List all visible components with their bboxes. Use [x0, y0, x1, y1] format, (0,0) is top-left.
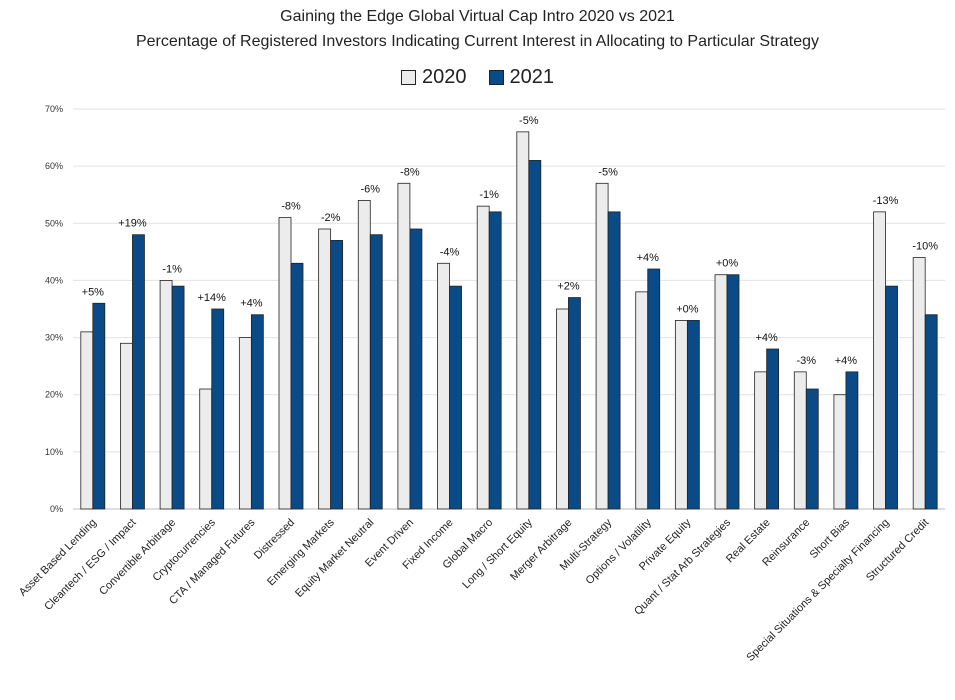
bar-2021 — [924, 314, 938, 510]
delta-label: -8% — [400, 166, 420, 178]
delta-label: +19% — [118, 218, 147, 230]
bar-2021 — [330, 240, 344, 510]
delta-label: +2% — [557, 281, 580, 293]
bar-2020 — [120, 342, 133, 510]
bar-2020 — [833, 394, 847, 510]
y-tick-label: 0% — [50, 504, 63, 514]
bar-2021 — [845, 371, 859, 510]
y-tick-label: 10% — [45, 447, 63, 457]
delta-label: +5% — [82, 286, 105, 298]
bar-2021 — [409, 228, 423, 510]
legend-label-2021: 2021 — [509, 66, 555, 88]
bar-2020 — [476, 205, 490, 510]
y-tick-label: 40% — [45, 275, 63, 285]
bar-2021 — [290, 262, 304, 510]
delta-label: -3% — [796, 355, 816, 367]
bar-2021 — [171, 285, 185, 510]
delta-label: +4% — [637, 252, 660, 264]
bar-2021 — [211, 308, 225, 510]
delta-label: +4% — [240, 298, 263, 310]
delta-label: -6% — [360, 183, 380, 195]
y-tick-label: 60% — [45, 161, 63, 171]
bar-2020 — [635, 291, 649, 510]
legend-item-2021: 2021 — [488, 66, 555, 89]
bar-2020 — [238, 337, 252, 510]
legend-swatch-2021 — [488, 70, 504, 85]
legend-label-2020: 2020 — [422, 66, 467, 88]
bar-2020 — [159, 280, 173, 510]
bar-2021 — [568, 297, 581, 510]
bar-2020 — [278, 217, 292, 510]
bar-2020 — [357, 200, 371, 510]
delta-label: -5% — [598, 166, 618, 178]
delta-label: +14% — [198, 292, 227, 304]
x-tick-label: Convertible Arbitrage — [97, 517, 178, 598]
x-tick-label: Special Situations & Specialty Financing — [744, 517, 891, 664]
bar-2021 — [686, 320, 700, 510]
x-tick-label: Emerging Markets — [265, 516, 337, 588]
bar-2021 — [528, 160, 542, 510]
x-tick-label: Asset Based Lending — [17, 517, 99, 599]
delta-label: -10% — [912, 241, 938, 253]
bar-2020 — [80, 331, 94, 510]
bar-2020 — [754, 371, 768, 510]
y-tick-label: 20% — [45, 390, 63, 400]
bar-2021 — [885, 285, 898, 510]
chart-subtitle: Percentage of Registered Investors Indic… — [135, 33, 820, 50]
delta-label: -8% — [281, 201, 301, 213]
bar-2021 — [488, 211, 502, 510]
legend: 2020 2021 — [0, 66, 955, 89]
delta-label: -1% — [162, 263, 182, 275]
bar-2020 — [199, 388, 213, 510]
x-tick-label: Long / Short Equity — [460, 516, 535, 591]
bar-2021 — [726, 274, 740, 510]
y-tick-label: 70% — [45, 104, 63, 114]
delta-label: -4% — [440, 246, 460, 258]
bar-2020 — [714, 274, 728, 510]
bar-2020 — [318, 228, 332, 510]
bar-2021 — [647, 268, 661, 510]
delta-label: -5% — [519, 115, 539, 127]
delta-label: -13% — [873, 195, 899, 207]
bar-2020 — [873, 211, 886, 510]
delta-label: +0% — [676, 303, 699, 315]
chart-title: Gaining the Edge Global Virtual Cap Intr… — [280, 8, 675, 25]
x-tick-label: Equity Market Neutral — [293, 517, 376, 600]
bar-2020 — [516, 131, 530, 510]
bar-2021 — [92, 302, 106, 510]
legend-swatch-2020 — [401, 70, 416, 85]
y-tick-label: 30% — [45, 333, 63, 343]
legend-item-2020: 2020 — [401, 66, 467, 89]
delta-label: +0% — [716, 258, 739, 270]
bar-2020 — [793, 371, 807, 510]
delta-label: +4% — [835, 355, 858, 367]
y-tick-label: 50% — [45, 218, 63, 228]
bar-2021 — [132, 234, 145, 510]
bar-2020 — [912, 257, 926, 510]
delta-label: -2% — [321, 212, 341, 224]
bar-2021 — [607, 211, 621, 510]
bar-2020 — [556, 308, 569, 510]
bar-2020 — [674, 320, 688, 510]
bar-2021 — [766, 348, 780, 510]
bar-2020 — [595, 182, 609, 510]
bar-2021 — [369, 234, 383, 510]
bar-2020 — [437, 262, 450, 510]
bar-2020 — [397, 182, 411, 510]
delta-label: -1% — [479, 189, 499, 201]
delta-label: +4% — [755, 332, 778, 344]
bar-2021 — [805, 388, 819, 510]
bar-2021 — [250, 314, 264, 510]
bar-2021 — [449, 285, 462, 510]
